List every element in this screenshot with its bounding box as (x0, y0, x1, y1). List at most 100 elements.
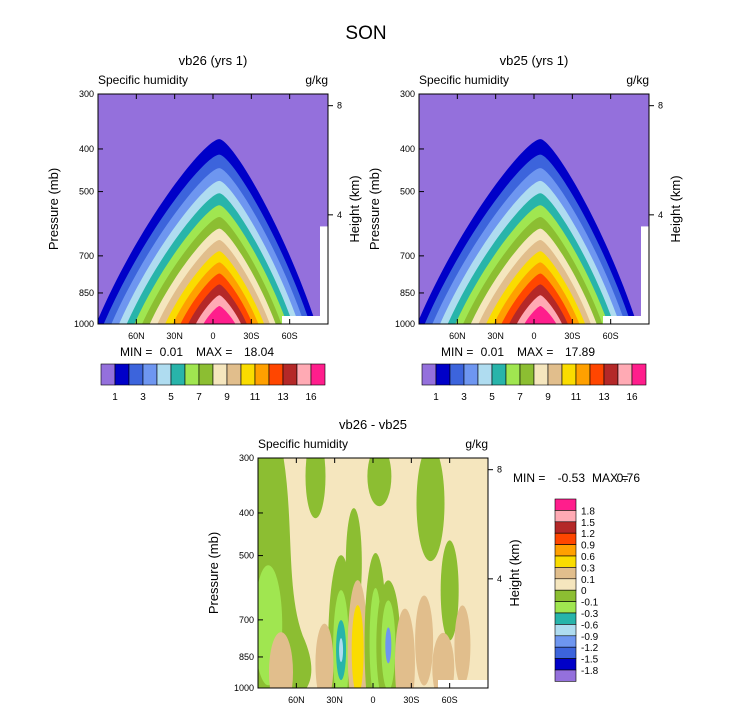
colorbar-box (268, 363, 284, 386)
colorbar-label: 1.2 (581, 529, 595, 540)
colorbar-box (554, 567, 577, 580)
min-label: MIN = (120, 345, 152, 359)
colorbar-box (554, 601, 577, 614)
colorbar-label: 11 (250, 392, 261, 403)
colorbar-box (589, 363, 605, 386)
colorbar-box (519, 363, 535, 386)
diff-region (351, 605, 364, 688)
max-label: MAX = (592, 471, 628, 485)
colorbar-box (561, 363, 577, 386)
colorbar-box (631, 363, 647, 386)
left-label: Specific humidity (419, 73, 509, 87)
y-tick-label: 300 (79, 89, 94, 99)
y-tick-label: 400 (239, 508, 254, 518)
colorbar-box (184, 363, 200, 386)
colorbar-box (575, 363, 591, 386)
y-axis-label: Pressure (mb) (206, 532, 221, 614)
min-value: 0.01 (160, 345, 184, 359)
colorbar-box (449, 363, 465, 386)
min-label: MIN = (441, 345, 473, 359)
y-axis-right-label: Height (km) (668, 175, 683, 242)
diff-region (305, 458, 326, 519)
y-tick-label: 300 (239, 453, 254, 463)
colorbar-box (170, 363, 186, 386)
colorbar-box (240, 363, 256, 386)
colorbar-box (554, 589, 577, 602)
diff-region (315, 623, 334, 688)
min-label: MIN = (513, 471, 545, 485)
colorbar-box (198, 363, 214, 386)
colorbar-label: 3 (461, 392, 467, 403)
diff-region (385, 627, 392, 664)
colorbar-label: 1 (112, 392, 118, 403)
x-tick-label: 60N (449, 331, 466, 341)
colorbar-box (128, 363, 144, 386)
x-tick-label: 60N (288, 695, 305, 705)
colorbar-label: 13 (277, 392, 289, 403)
colorbar-label: -1.8 (581, 666, 599, 677)
units-label: g/kg (626, 73, 649, 87)
colorbar-box (603, 363, 619, 386)
y-tick-label: 400 (400, 144, 415, 154)
colorbar-box (617, 363, 633, 386)
colorbar-label: 9 (224, 392, 230, 403)
panel-difference: vb26 - vb25 Specific humidity g/kg 60N 30… (206, 417, 641, 705)
height-tick-label: 8 (497, 465, 502, 475)
colorbar-box (554, 544, 577, 557)
colorbar-label: 16 (305, 392, 317, 403)
colorbar-box (554, 612, 577, 625)
max-value: 0.76 (617, 471, 641, 485)
panel-title: vb25 (yrs 1) (500, 53, 569, 68)
min-value: -0.53 (558, 471, 586, 485)
colorbar-label: 5 (168, 392, 174, 403)
colorbar-box (142, 363, 158, 386)
colorbar-box (212, 363, 228, 386)
diff-region (269, 632, 293, 688)
panel-title: vb26 - vb25 (339, 417, 407, 432)
colorbar-label: 0.3 (581, 563, 595, 574)
colorbar-box (421, 363, 437, 386)
colorbar-box (554, 578, 577, 591)
figure-title: SON (345, 23, 386, 44)
colorbar-box (554, 498, 577, 511)
x-tick-label: 30N (166, 331, 183, 341)
diff-region (416, 458, 445, 562)
y-tick-label: 700 (239, 615, 254, 625)
colorbar-label: 7 (196, 392, 202, 403)
panel-vb26: vb26 (yrs 1) Specific humidity g/kg 60N 3… (46, 53, 362, 403)
axis-ticks: 60N 30N 0 30S 60S 300 400 500 700 850 1000 8 4 (234, 453, 502, 705)
x-tick-label: 30S (243, 331, 259, 341)
colorbar-label: 1.5 (581, 518, 595, 529)
colorbar-label: 1 (433, 392, 439, 403)
y-axis-label: Pressure (mb) (46, 168, 61, 250)
max-label: MAX = (517, 345, 553, 359)
contour-field (98, 94, 328, 324)
max-value: 18.04 (244, 345, 274, 359)
colorbar-box (463, 363, 479, 386)
y-tick-label: 400 (79, 144, 94, 154)
y-tick-label: 700 (400, 251, 415, 261)
colorbar-box (114, 363, 130, 386)
y-axis-right-label: Height (km) (507, 539, 522, 606)
colorbar-label: 0.9 (581, 541, 595, 552)
x-tick-label: 0 (210, 331, 215, 341)
y-tick-label: 500 (400, 187, 415, 197)
y-tick-label: 850 (400, 288, 415, 298)
colorbar-label: -1.2 (581, 643, 599, 654)
colorbar-label: 1.8 (581, 506, 595, 517)
colorbar-label: 16 (626, 392, 638, 403)
colorbar-box (477, 363, 493, 386)
colorbar-label: 0.1 (581, 575, 595, 586)
height-tick-label: 8 (337, 101, 342, 111)
field-level-15 (524, 306, 557, 324)
colorbar: 1 3 5 7 9 11 13 16 (421, 363, 647, 403)
colorbar-label: -1.5 (581, 655, 599, 666)
colorbar-box (505, 363, 521, 386)
left-label: Specific humidity (98, 73, 188, 87)
contour-field (258, 458, 488, 688)
diff-region (454, 605, 471, 686)
y-tick-label: 1000 (74, 319, 94, 329)
diff-region (339, 638, 344, 663)
diff-region (415, 595, 434, 686)
axis-ticks: 60N 30N 0 30S 60S 300 400 500 700 850 1000 8 4 (74, 89, 342, 341)
